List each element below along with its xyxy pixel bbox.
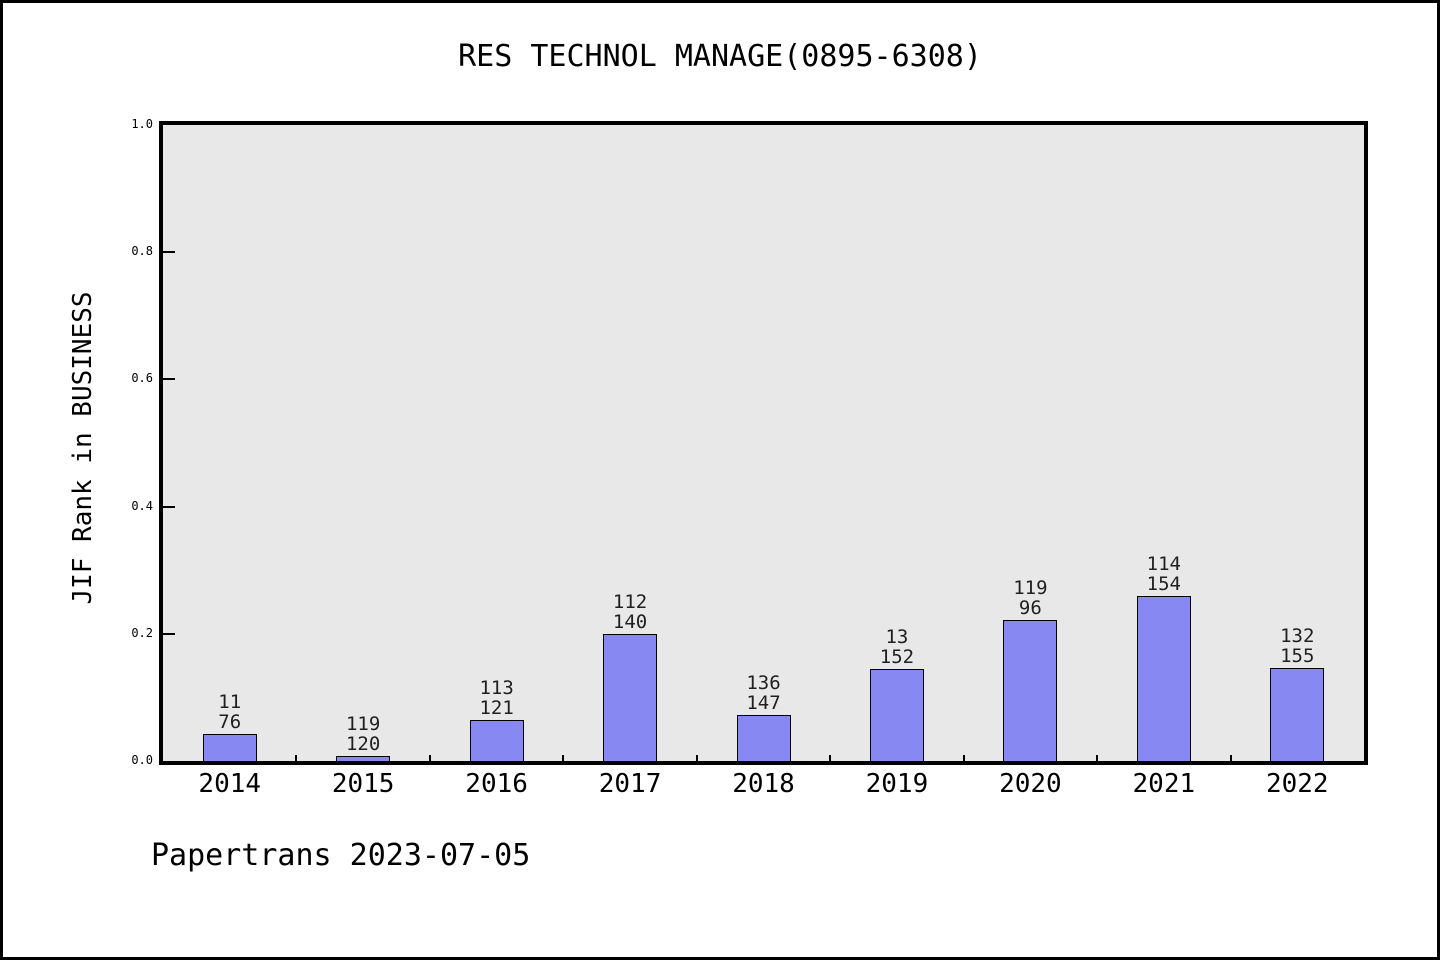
x-tick-mark — [1229, 755, 1232, 761]
x-category-label: 2020 — [999, 769, 1062, 799]
bar-value-line: 119 — [345, 713, 381, 735]
bar — [869, 669, 924, 761]
bar — [469, 720, 524, 761]
x-tick-mark — [695, 755, 698, 761]
bar-value-line: 120 — [345, 733, 381, 755]
bar-value-label: 136 147 — [704, 673, 824, 713]
y-tick-mark — [163, 505, 175, 508]
bar — [1136, 596, 1191, 761]
bar — [736, 715, 791, 761]
x-tick-mark — [829, 755, 832, 761]
bar-value-line: 119 — [1013, 577, 1048, 599]
x-category-label: 2017 — [598, 769, 662, 799]
bar — [1270, 668, 1325, 761]
bar-value-label: 132 155 — [1237, 626, 1357, 666]
y-tick-label: 0.8 — [131, 244, 153, 259]
x-category-label: 2016 — [465, 769, 528, 799]
y-tick-mark — [163, 378, 175, 381]
x-tick-mark — [962, 755, 965, 761]
bar-value-label: 119 96 — [970, 578, 1090, 618]
bar-value-line: 121 — [479, 697, 514, 719]
x-category-label: 2021 — [1132, 769, 1196, 799]
watermark-text: Papertrans 2023-07-05 — [151, 838, 531, 873]
bar-value-label: 113 121 — [437, 678, 557, 718]
bar-value-line: 155 — [1280, 645, 1315, 667]
bar-value-line: 152 — [879, 646, 915, 668]
x-tick-mark — [1096, 755, 1099, 761]
bar — [202, 734, 257, 761]
x-category-label: 2022 — [1265, 769, 1329, 799]
bar-value-line: 112 — [612, 591, 648, 613]
bar-value-line: 114 — [1146, 553, 1181, 575]
bar-value-line: 147 — [746, 692, 781, 714]
plot-area: 0.0 0.2 0.4 0.6 0.8 1.0 11 76 2014 119 120 2015 113 1… — [131, 117, 1364, 799]
bar-value-line: 113 — [479, 677, 514, 699]
y-tick-label: 1.0 — [131, 117, 153, 131]
bar-value-line: 132 — [1280, 625, 1315, 647]
x-category-label: 2018 — [732, 769, 795, 799]
y-tick-label: 0.6 — [131, 371, 153, 386]
bar-value-line: 136 — [746, 672, 781, 694]
bar-value-line: 96 — [1018, 597, 1042, 619]
bar-value-label: 119 120 — [303, 714, 423, 754]
bar-value-line: 140 — [612, 611, 648, 633]
bar-value-label: 13 152 — [837, 627, 957, 667]
y-tick-mark — [163, 251, 175, 254]
y-tick-label: 0.0 — [131, 753, 153, 767]
bar-value-line: 76 — [218, 711, 242, 733]
x-category-label: 2014 — [198, 769, 262, 799]
bar-value-line: 11 — [218, 691, 242, 713]
bar — [336, 756, 391, 761]
x-tick-mark — [562, 755, 565, 761]
bar — [603, 634, 658, 761]
bar — [1003, 620, 1058, 761]
bar-value-label: 114 154 — [1104, 554, 1224, 594]
y-tick-label: 0.2 — [131, 625, 153, 640]
bar-value-label: 112 140 — [570, 592, 690, 632]
y-tick-label: 0.4 — [131, 498, 153, 513]
x-category-label: 2015 — [331, 769, 395, 799]
bar-value-label: 11 76 — [170, 692, 290, 732]
chart-title: RES TECHNOL MANAGE(0895-6308) — [458, 39, 982, 74]
x-category-label: 2019 — [865, 769, 929, 799]
y-tick-mark — [163, 632, 175, 635]
x-tick-mark — [428, 755, 431, 761]
bar-value-line: 13 — [885, 626, 909, 648]
x-tick-mark — [295, 755, 298, 761]
y-axis-label: JIF Rank in BUSINESS — [68, 291, 98, 605]
bar-value-line: 154 — [1146, 573, 1181, 595]
